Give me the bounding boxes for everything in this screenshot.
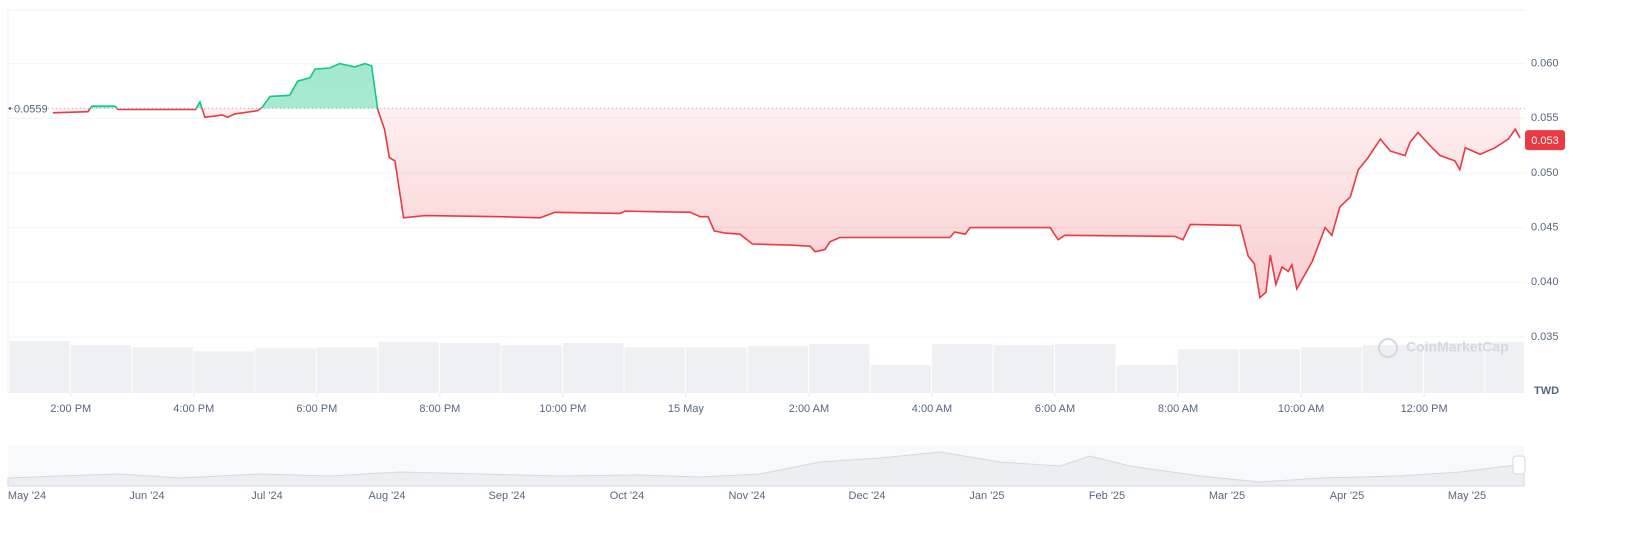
volume-bar — [439, 343, 501, 393]
volume-bar — [931, 344, 993, 393]
volume-bars — [9, 341, 1524, 393]
y-tick-label: 0.050 — [1531, 167, 1559, 179]
volume-bar — [1485, 342, 1524, 393]
volume-bar — [70, 345, 132, 393]
volume-bar — [562, 343, 624, 393]
volume-bar — [624, 347, 685, 393]
navigator-label: Sep '24 — [489, 490, 526, 502]
x-tick-label: 2:00 PM — [50, 403, 91, 415]
x-tick-label: 8:00 PM — [419, 403, 460, 415]
navigator-handle[interactable] — [1512, 455, 1526, 475]
unit-label: TWD — [1534, 385, 1559, 397]
x-tick-label: 12:00 PM — [1401, 403, 1448, 415]
area-down — [52, 108, 1521, 298]
navigator-label: Mar '25 — [1209, 490, 1245, 502]
volume-bar — [255, 348, 316, 393]
y-tick-label: 0.035 — [1531, 331, 1559, 343]
x-tick-label: 4:00 AM — [912, 403, 952, 415]
x-tick-label: 6:00 PM — [296, 403, 337, 415]
navigator-label: May '24 — [8, 490, 46, 502]
volume-bar — [1178, 349, 1239, 393]
baseline-label: 0.0559 — [14, 103, 48, 115]
line-up — [89, 62, 379, 109]
volume-bar — [1362, 345, 1424, 393]
plot: 0.0559 — [8, 62, 1525, 300]
navigator-label: Dec '24 — [849, 490, 886, 502]
y-tick-label: 0.060 — [1531, 57, 1559, 69]
navigator-label: Jan '25 — [969, 490, 1004, 502]
volume-bar — [132, 347, 193, 393]
volume-bar — [1239, 349, 1301, 393]
volume-bar — [1055, 344, 1116, 393]
x-tick-label: 4:00 PM — [173, 403, 214, 415]
navigator-labels: May '24 Jun '24 Jul '24 Aug '24 Sep '24 Oct '… — [8, 490, 1486, 502]
volume-bar — [1424, 343, 1485, 393]
x-tick-label: 10:00 AM — [1278, 403, 1324, 415]
x-tick-label: 15 May — [668, 403, 705, 415]
watermark: CoinMarketCap — [1406, 339, 1509, 355]
volume-bar — [378, 342, 439, 393]
navigator-label: Jul '24 — [251, 490, 282, 502]
volume-bar — [316, 347, 378, 393]
x-tick-label: 2:00 AM — [789, 403, 829, 415]
volume-bar — [193, 351, 255, 393]
x-tick-label: 8:00 AM — [1158, 403, 1198, 415]
navigator-label: Jun '24 — [129, 490, 164, 502]
volume-bar — [1116, 364, 1178, 393]
x-tick-label: 10:00 PM — [539, 403, 586, 415]
volume-bar — [685, 347, 747, 393]
volume-bar — [870, 364, 931, 393]
navigator-label: May '25 — [1448, 490, 1486, 502]
navigator-label: Feb '25 — [1089, 490, 1125, 502]
y-tick-label: 0.040 — [1531, 276, 1559, 288]
volume-bar — [808, 344, 870, 393]
line-down — [52, 108, 1521, 300]
navigator-chart — [7, 451, 1525, 487]
navigator-label: Aug '24 — [369, 490, 406, 502]
x-tick-label: 6:00 AM — [1035, 403, 1075, 415]
y-tick-label: 0.045 — [1531, 222, 1559, 234]
watermark-logo — [1378, 338, 1398, 358]
volume-bar — [9, 341, 70, 393]
navigator-label: Oct '24 — [610, 490, 645, 502]
price-tag — [1525, 130, 1565, 151]
navigator-label: Nov '24 — [729, 490, 766, 502]
volume-bar — [747, 346, 808, 393]
navigator-label: Apr '25 — [1330, 490, 1365, 502]
volume-bar — [1301, 347, 1362, 393]
y-tick-label: 0.055 — [1531, 112, 1559, 124]
price-tag-label: 0.053 — [1531, 135, 1559, 147]
volume-bar — [501, 345, 562, 393]
volume-bar — [993, 345, 1055, 393]
baseline-dot — [8, 107, 12, 110]
